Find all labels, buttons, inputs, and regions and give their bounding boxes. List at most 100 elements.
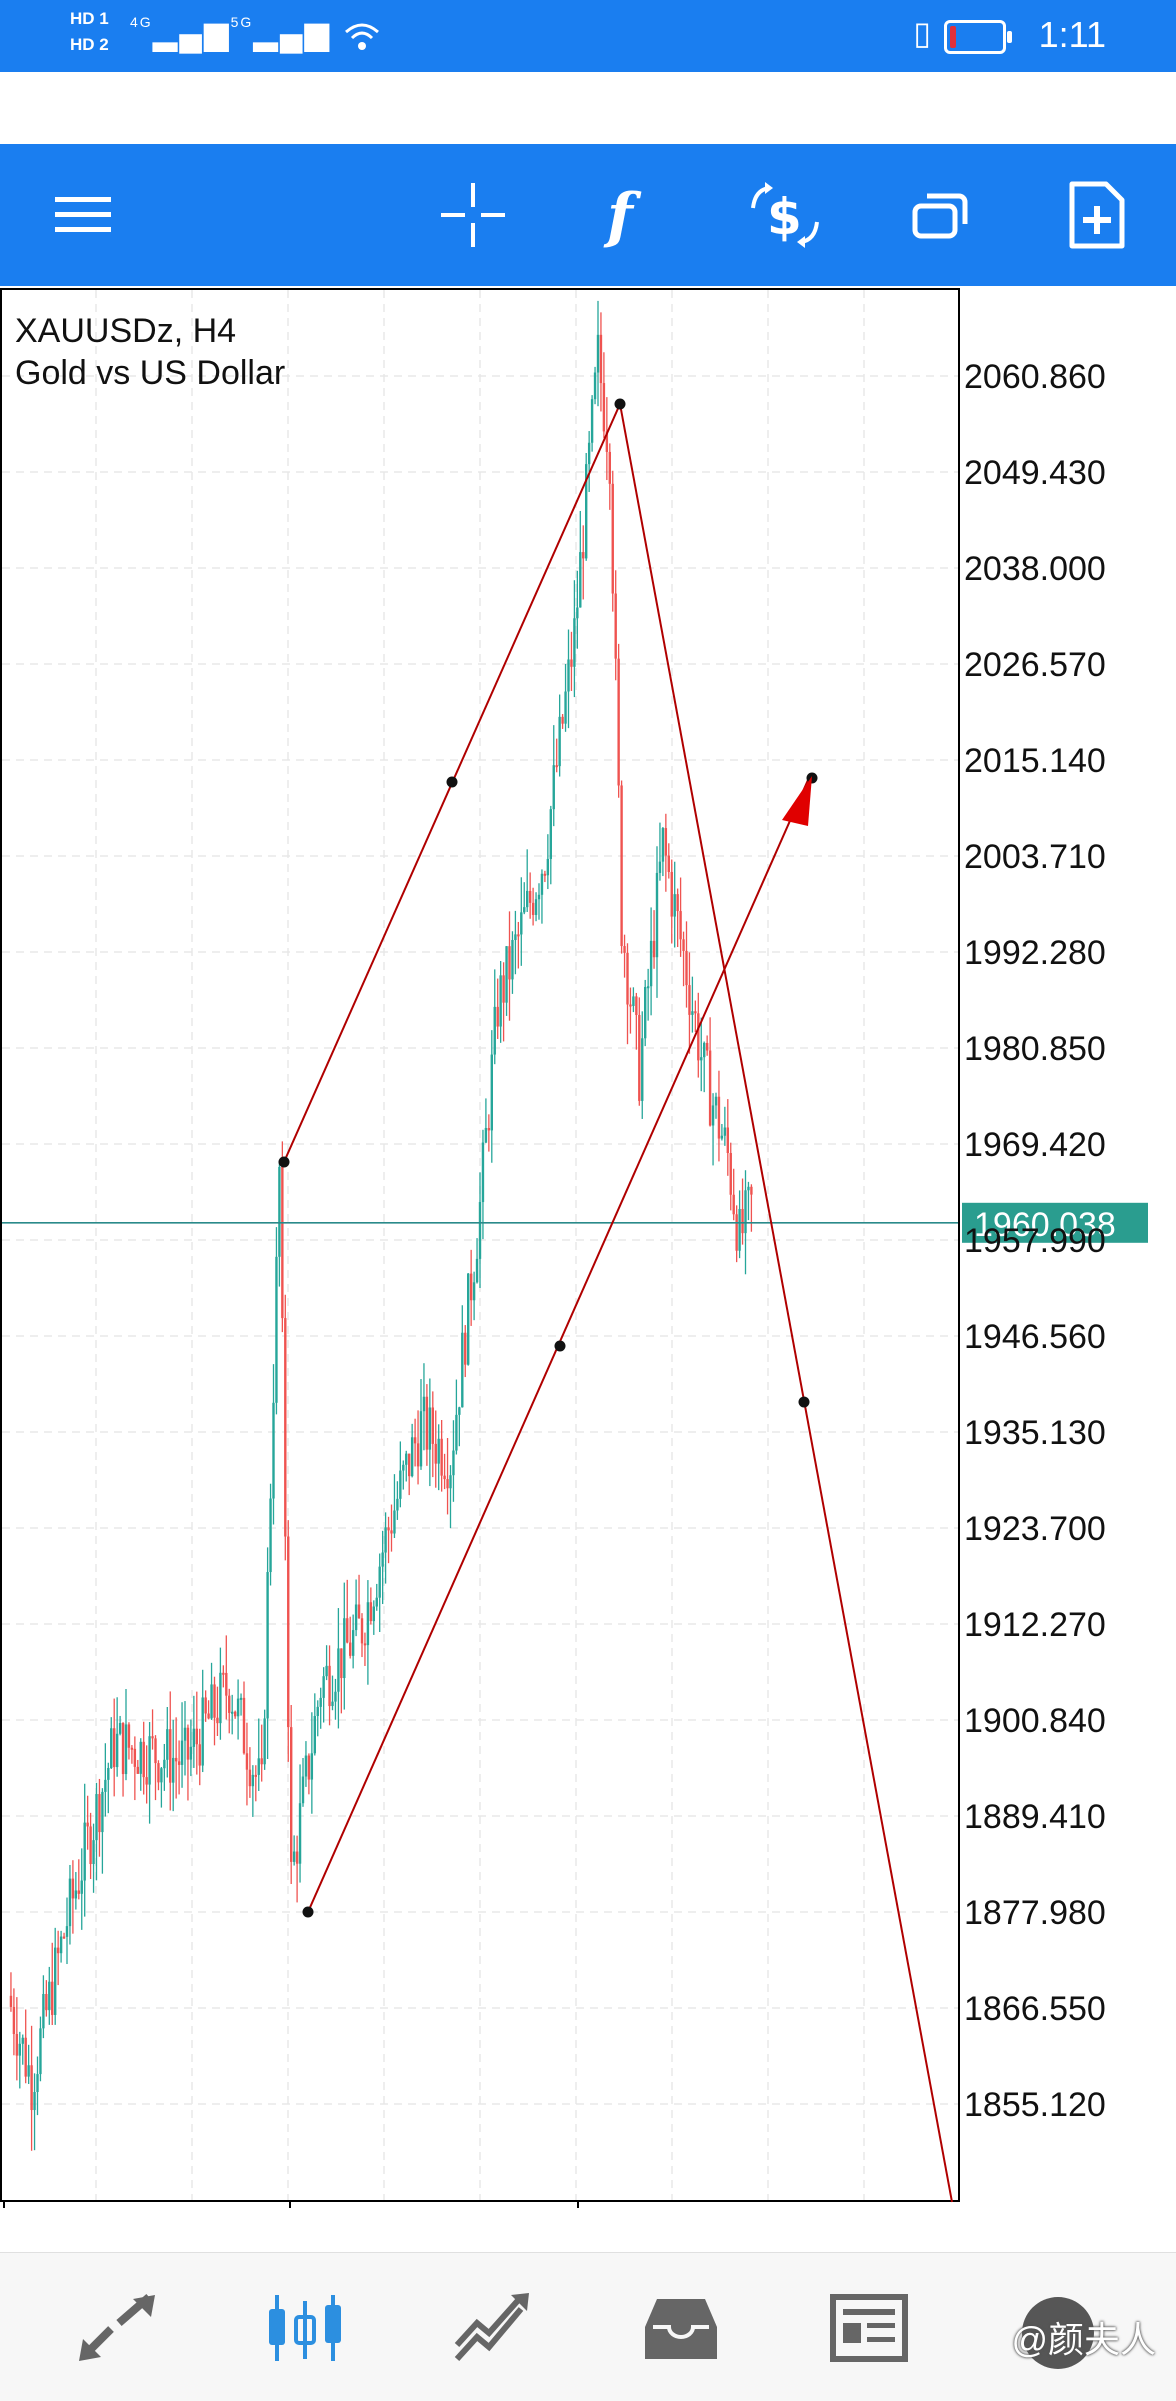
price-axis-label: 1900.840 [964,1702,1106,1740]
candle-body [290,1727,293,1862]
nav-chart[interactable] [260,2283,350,2373]
price-axis-label: 1877.980 [964,1894,1106,1932]
candle-body [107,1767,110,1780]
sim-indicators: HD 1 HD 2 [70,6,109,58]
menu-icon [55,197,111,232]
price-axis-label: 1935.130 [964,1414,1106,1452]
candle-body [151,1736,154,1739]
candle-body [110,1728,113,1768]
chart-canvas[interactable]: 1960.038 2060.860 2049.430 2038.000 2026.57… [0,288,1176,2208]
candle-body [369,1602,373,1622]
candle-body [281,1166,284,1319]
candle-body [68,1878,72,1927]
indicators-button[interactable]: f [585,172,671,258]
candle-body [65,1926,69,1937]
candle-body [732,1194,735,1215]
candle-body [351,1630,355,1656]
windows-icon [912,193,968,239]
candle-body [127,1724,131,1748]
candle-body [287,1536,290,1728]
candle-body [325,1665,328,1677]
new-order-button[interactable] [1054,172,1140,258]
candle-body [528,890,532,903]
candle-body [552,765,555,810]
candle-body [593,372,597,400]
crosshair-button[interactable] [430,172,516,258]
candle-body [92,1840,95,1865]
sim1-label: HD 1 [70,9,109,28]
watermark-text: @颜夫人 [1011,2319,1156,2360]
anchor-point[interactable] [798,1396,810,1408]
candle-body [166,1729,169,1760]
candle-body [62,1936,66,1939]
nav-quotes[interactable] [72,2283,162,2373]
candle-body [12,2006,16,2035]
candle-body [475,1258,479,1283]
candle-body [502,975,505,1003]
candle-body [242,1697,246,1754]
arrow-head-icon [782,776,812,826]
candle-body [638,1014,641,1101]
candle-body [682,939,685,951]
price-axis-label: 1980.850 [964,1030,1106,1068]
trend-line[interactable] [619,403,953,2203]
candle-body [469,1273,473,1301]
anchor-point[interactable] [614,398,626,410]
candle-body [89,1826,92,1865]
trade-button[interactable]: $ [742,172,828,258]
candle-body [505,946,508,1003]
candle-body [118,1723,122,1734]
candle-body [567,659,570,692]
anchor-point[interactable] [302,1906,314,1918]
crosshair-icon [441,183,505,247]
status-bar: HD 1 HD 2 4G▂▄▆5G▂▄▆ ▯ 1:11 [0,0,1176,72]
signal-icon: 4G▂▄▆5G▂▄▆ [130,14,382,52]
candle-body [295,1851,299,1864]
candle-body [661,828,665,862]
symbol-description: Gold vs US Dollar [15,354,286,392]
network-1-label: 4G [130,14,153,30]
price-chart[interactable]: 1960.038 2060.860 2049.430 2038.000 2026.57… [0,288,1176,2208]
candle-body [343,1618,346,1679]
candle-body [210,1684,213,1719]
candle-body [384,1527,387,1553]
candle-body [658,861,662,873]
candle-body [228,1695,231,1713]
candle-body [443,1475,446,1480]
candle-body [611,483,614,594]
candle-body [644,986,647,1039]
nav-trade[interactable] [448,2283,538,2373]
price-axis-label: 1992.280 [964,934,1106,972]
chart-icon [269,2295,341,2361]
candle-body [349,1642,352,1656]
candle-body [216,1717,219,1724]
candle-body [172,1757,175,1783]
candle-body [688,985,691,1015]
anchor-point[interactable] [278,1156,290,1168]
candle-body [446,1479,449,1489]
anchor-point[interactable] [554,1340,566,1352]
symbol-label: XAUUSDz, H4 [15,312,237,350]
svg-text:$: $ [767,188,802,246]
candle-body [169,1729,172,1783]
price-axis-label: 1855.120 [964,2086,1106,2124]
candle-body [71,1878,75,1899]
windows-button[interactable] [898,172,984,258]
nav-news[interactable] [824,2283,914,2373]
candle-body [481,1142,485,1203]
candle-body [602,383,606,432]
menu-button[interactable] [40,172,126,258]
candle-body [714,1096,718,1106]
candle-body [629,1004,632,1007]
candle-body [523,907,526,913]
candle-body [582,552,585,559]
anchor-point[interactable] [446,776,458,788]
candle-body [145,1777,148,1785]
candle-body [272,1402,275,1499]
nav-history[interactable] [636,2283,726,2373]
candle-body [720,1135,724,1139]
candle-body [39,2028,42,2075]
candle-body [490,1054,493,1131]
candle-body [360,1618,364,1644]
candle-body [101,1791,104,1833]
